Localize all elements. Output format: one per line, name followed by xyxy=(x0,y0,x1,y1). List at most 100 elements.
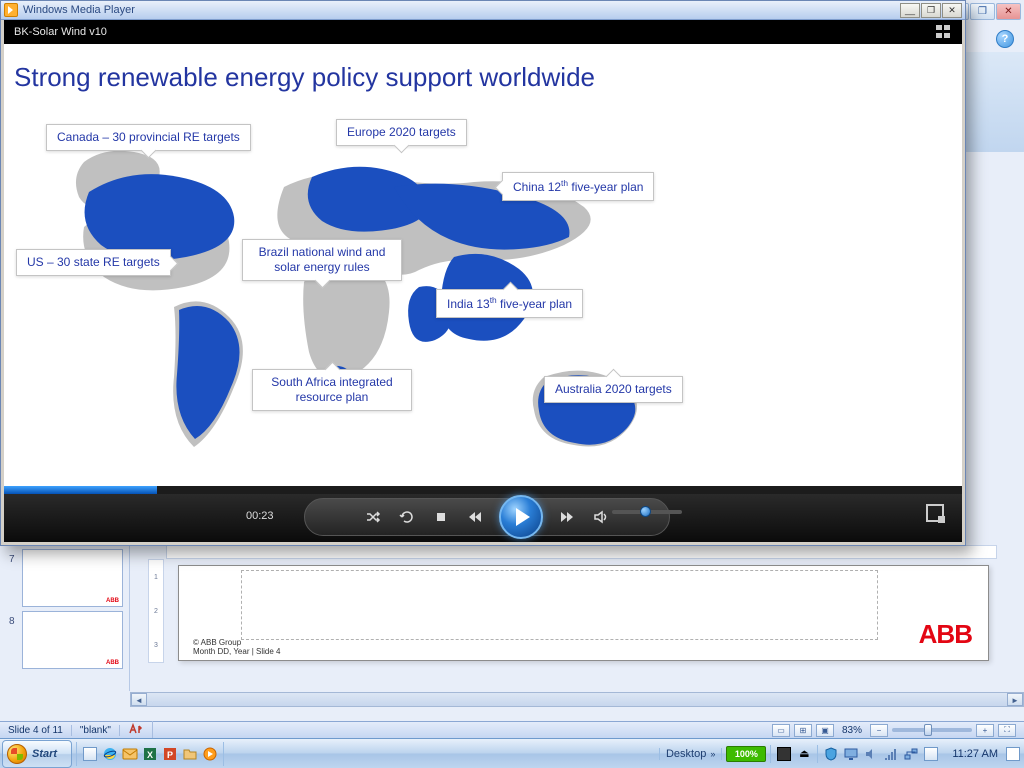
wmp-taskbar-icon[interactable] xyxy=(201,745,219,763)
slideshow-view-button[interactable]: ▣ xyxy=(816,724,834,737)
tray-volume-icon[interactable] xyxy=(862,745,880,763)
footer-meta: Month DD, Year | Slide 4 xyxy=(193,647,280,656)
play-button[interactable] xyxy=(499,495,543,539)
wmp-close-button[interactable]: ✕ xyxy=(942,3,962,18)
transport-controls xyxy=(304,498,670,536)
abb-logo-mini: ABB xyxy=(106,660,119,666)
ruler-horizontal xyxy=(166,545,997,559)
powerpoint-statusbar: Slide 4 of 11 "blank" ▭ ⊞ ▣ 83% − + ⛶ xyxy=(0,721,1024,738)
callout-text: th xyxy=(490,295,497,305)
wmp-restore-button[interactable]: ❐ xyxy=(921,3,941,18)
taskbar: Start X P Desktop » 100% ⏏ 11:27 AM xyxy=(0,738,1024,768)
wmp-app-icon xyxy=(4,3,18,17)
volume-thumb[interactable] xyxy=(640,506,651,517)
footer-copyright: © ABB Group xyxy=(193,638,280,647)
normal-view-button[interactable]: ▭ xyxy=(772,724,790,737)
slide-thumbnail[interactable]: 8 ABB xyxy=(22,611,123,669)
zoom-thumb[interactable] xyxy=(924,724,932,736)
callout-australia: Australia 2020 targets xyxy=(544,376,683,403)
powerpoint-icon[interactable]: P xyxy=(161,745,179,763)
tray-shield-icon[interactable] xyxy=(822,745,840,763)
outlook-icon[interactable] xyxy=(121,745,139,763)
quick-launch: X P xyxy=(76,742,224,766)
callout-text: China 12 xyxy=(513,180,561,194)
slide-editor: 1 2 3 © ABB Group Month DD, Year | Slide… xyxy=(130,545,1009,691)
callout-canada: Canada – 30 provincial RE targets xyxy=(46,124,251,151)
start-label: Start xyxy=(32,748,57,760)
slide-thumb-number: 7 xyxy=(9,554,15,565)
tray-network-icon[interactable] xyxy=(902,745,920,763)
next-button[interactable] xyxy=(557,507,577,527)
view-toggle-icon[interactable] xyxy=(936,25,952,39)
slide-title: Strong renewable energy policy support w… xyxy=(14,62,595,93)
bg-restore-button[interactable]: ❐ xyxy=(970,3,995,20)
show-desktop-icon[interactable] xyxy=(81,745,99,763)
seek-bar[interactable] xyxy=(4,486,962,494)
ruler-tick: 3 xyxy=(154,642,158,649)
ribbon-fragment xyxy=(964,52,1024,152)
zoom-out-button[interactable]: − xyxy=(870,724,888,737)
tray-generic-icon[interactable] xyxy=(922,745,940,763)
tray-icon[interactable] xyxy=(775,745,793,763)
svg-text:X: X xyxy=(147,750,153,760)
callout-brazil: Brazil national wind and solar energy ru… xyxy=(242,239,402,281)
seek-progress xyxy=(4,486,157,494)
slide-thumbnail[interactable]: 7 ABB xyxy=(22,549,123,607)
ruler-vertical: 1 2 3 xyxy=(148,559,164,663)
spellcheck-icon[interactable] xyxy=(120,721,153,740)
slide-thumbnail-panel: 7 ABB 8 ABB xyxy=(0,545,130,691)
horizontal-scrollbar[interactable]: ◄ ► xyxy=(130,692,1024,707)
slide-thumb-number: 8 xyxy=(9,616,15,627)
desktop-toolbar-label: Desktop xyxy=(666,748,706,760)
system-tray: ⏏ xyxy=(770,745,817,763)
callout-india: India 13th five-year plan xyxy=(436,289,583,318)
explorer-icon[interactable] xyxy=(181,745,199,763)
wmp-window-title: Windows Media Player xyxy=(23,4,900,16)
tray-monitor-icon[interactable] xyxy=(842,745,860,763)
shuffle-button[interactable] xyxy=(363,507,383,527)
svg-text:P: P xyxy=(167,750,173,760)
callout-text: India 13 xyxy=(447,297,490,311)
volume-slider[interactable] xyxy=(612,510,682,514)
excel-icon[interactable]: X xyxy=(141,745,159,763)
callout-us: US – 30 state RE targets xyxy=(16,249,171,276)
callout-text: five-year plan xyxy=(568,180,643,194)
bg-close-button[interactable]: ✕ xyxy=(996,3,1021,20)
zoom-in-button[interactable]: + xyxy=(976,724,994,737)
wmp-nowplaying-bar: BK-Solar Wind v10 xyxy=(4,20,962,44)
slide-footer: © ABB Group Month DD, Year | Slide 4 xyxy=(193,638,280,656)
help-icon[interactable]: ? xyxy=(996,30,1014,48)
fullscreen-button[interactable] xyxy=(926,504,944,522)
repeat-button[interactable] xyxy=(397,507,417,527)
desktop-toolbar[interactable]: Desktop » xyxy=(659,748,722,760)
wmp-minimize-button[interactable]: __ xyxy=(900,3,920,18)
callout-text: th xyxy=(561,178,568,188)
sorter-view-button[interactable]: ⊞ xyxy=(794,724,812,737)
previous-button[interactable] xyxy=(465,507,485,527)
scroll-right-button[interactable]: ► xyxy=(1007,693,1023,706)
zoom-slider[interactable] xyxy=(892,728,972,732)
zoom-level: 83% xyxy=(842,725,862,736)
placeholder-box xyxy=(241,570,878,640)
now-playing-title: BK-Solar Wind v10 xyxy=(14,26,107,38)
start-button[interactable]: Start xyxy=(2,740,72,768)
callout-south-africa: South Africa integrated resource plan xyxy=(252,369,412,411)
wmp-body: BK-Solar Wind v10 Strong renewable energ… xyxy=(4,20,962,542)
callout-text: five-year plan xyxy=(497,297,572,311)
tray-wifi-icon[interactable] xyxy=(882,745,900,763)
scroll-left-button[interactable]: ◄ xyxy=(131,693,147,706)
battery-indicator[interactable]: 100% xyxy=(726,746,766,762)
chevron-icon: » xyxy=(710,749,715,759)
slide-canvas[interactable]: © ABB Group Month DD, Year | Slide 4 ABB xyxy=(178,565,989,661)
stop-button[interactable] xyxy=(431,507,451,527)
tray-eject-icon[interactable]: ⏏ xyxy=(795,745,813,763)
abb-logo: ABB xyxy=(919,619,972,650)
tray-app-icon[interactable] xyxy=(1006,747,1024,761)
wmp-titlebar[interactable]: Windows Media Player __ ❐ ✕ xyxy=(1,1,965,20)
windows-logo-icon xyxy=(7,744,27,764)
fit-to-window-button[interactable]: ⛶ xyxy=(998,724,1016,737)
status-theme: "blank" xyxy=(72,725,120,736)
ie-icon[interactable] xyxy=(101,745,119,763)
mute-button[interactable] xyxy=(591,507,611,527)
taskbar-clock[interactable]: 11:27 AM xyxy=(944,748,1006,760)
